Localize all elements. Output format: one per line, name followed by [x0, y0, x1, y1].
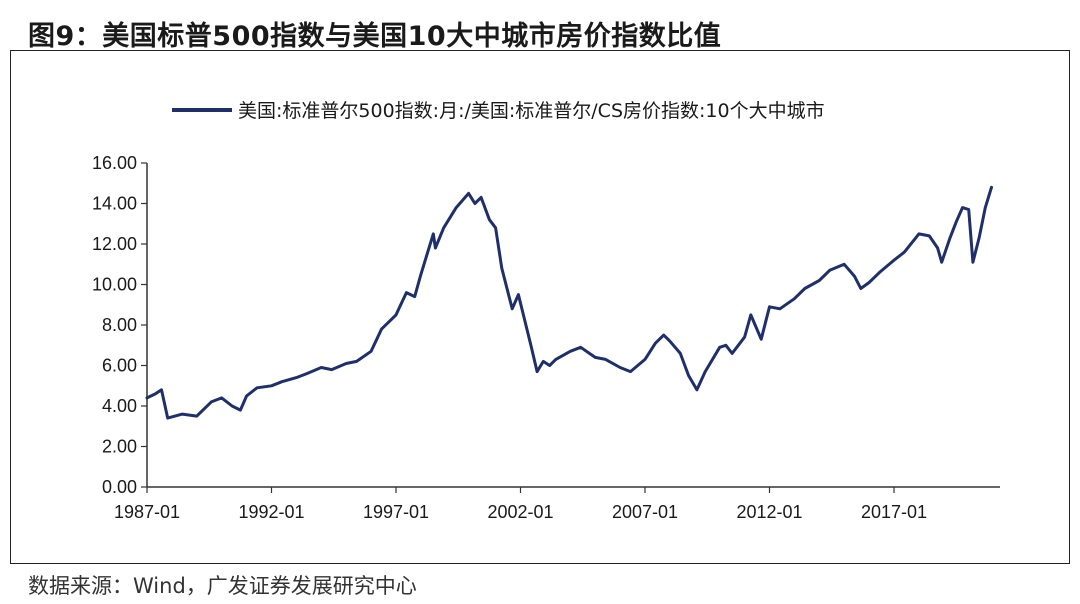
top-rule: [10, 50, 1070, 51]
x-tick-label: 2012-01: [736, 502, 802, 522]
x-tick-label: 2002-01: [487, 502, 553, 522]
x-tick-label: 1997-01: [363, 502, 429, 522]
y-tick-label: 14.00: [92, 194, 137, 214]
series-layer: [145, 185, 993, 420]
y-tick-label: 16.00: [92, 153, 137, 173]
y-tick-label: 0.00: [102, 477, 137, 497]
y-tick-label: 10.00: [92, 275, 137, 295]
y-tick-label: 4.00: [102, 396, 137, 416]
legend: 美国:标准普尔500指数:月:/美国:标准普尔/CS房价指数:10个大中城市: [172, 100, 825, 122]
bottom-rule: [10, 563, 1070, 564]
x-tick-label: 2007-01: [612, 502, 678, 522]
left-border: [10, 50, 11, 563]
x-tick-label: 2017-01: [861, 502, 927, 522]
y-tick-label: 6.00: [102, 356, 137, 376]
legend-label: 美国:标准普尔500指数:月:/美国:标准普尔/CS房价指数:10个大中城市: [238, 100, 825, 122]
source-note: 数据来源：Wind，广发证券发展研究中心: [28, 574, 417, 598]
y-axis: 0.00 2.00 4.00 6.00 8.00 10.00 12.00 14.00 16.00: [92, 153, 148, 497]
x-tick-label: 1987-01: [114, 502, 180, 522]
y-tick-label: 8.00: [102, 315, 137, 335]
x-tick-label: 1992-01: [238, 502, 304, 522]
y-tick-label: 2.00: [102, 437, 137, 457]
right-border: [1069, 50, 1070, 563]
y-tick-label: 12.00: [92, 234, 137, 254]
series-line: [145, 185, 993, 420]
x-axis: 1987-01 1992-01 1997-01 2002-01 2007-01 2012-…: [114, 486, 1000, 522]
figure-title: 图9：美国标普500指数与美国10大中城市房价指数比值: [28, 21, 722, 52]
